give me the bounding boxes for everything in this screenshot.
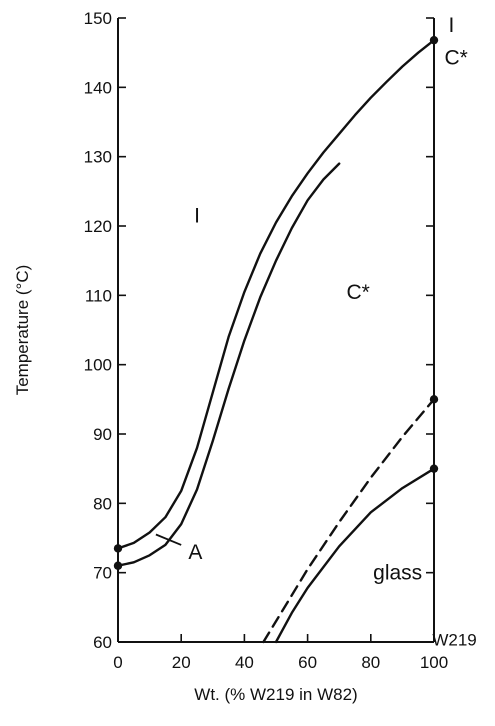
data-point [429,395,439,404]
y-tick-label: 60 [93,633,112,652]
data-point [429,35,439,45]
x-tick-label: 20 [172,653,191,672]
x-tick-label: 40 [235,653,254,672]
region-label: C* [346,281,369,304]
solid-curve-0 [116,39,436,550]
label-a-leader [155,533,182,546]
y-axis-title: Temperature (°C) [13,265,32,396]
region-label: glass [373,562,422,585]
region-label: I [448,14,454,37]
y-tick-label: 130 [84,148,112,167]
data-point [429,464,439,473]
x-tick-label: 80 [361,653,380,672]
dashed-curve-2 [262,398,436,644]
y-tick-label: 150 [84,9,112,28]
tick-layer: 60 70 80 90 100 110 120 130 140 150 0 20 40 60 80 100 [84,9,449,672]
y-tick-label: 80 [93,494,112,513]
data-point [113,544,123,553]
y-tick-label: 70 [93,564,112,583]
x-tick-label: 60 [298,653,317,672]
solid-curve-3 [274,467,436,644]
data-point [113,561,123,570]
x-tick-label: 100 [420,653,448,672]
y-tick-label: 120 [84,217,112,236]
x-tick-label: 0 [113,653,122,672]
region-label: C* [444,47,467,70]
x-axis-title: Wt. (% W219 in W82) [194,685,357,704]
solid-curve-1 [116,162,341,567]
point-layer [113,35,439,570]
y-tick-label: 100 [84,356,112,375]
y-tick-label: 90 [93,425,112,444]
right-axis-label: W219 [432,631,476,650]
annotation-layer: I C* glass A I C* W219 [188,14,476,650]
curve-layer [116,39,436,644]
axes [117,18,435,643]
y-tick-label: 110 [85,286,112,305]
region-label: A [188,541,202,564]
region-label: I [194,205,200,228]
y-tick-label: 140 [84,78,112,97]
